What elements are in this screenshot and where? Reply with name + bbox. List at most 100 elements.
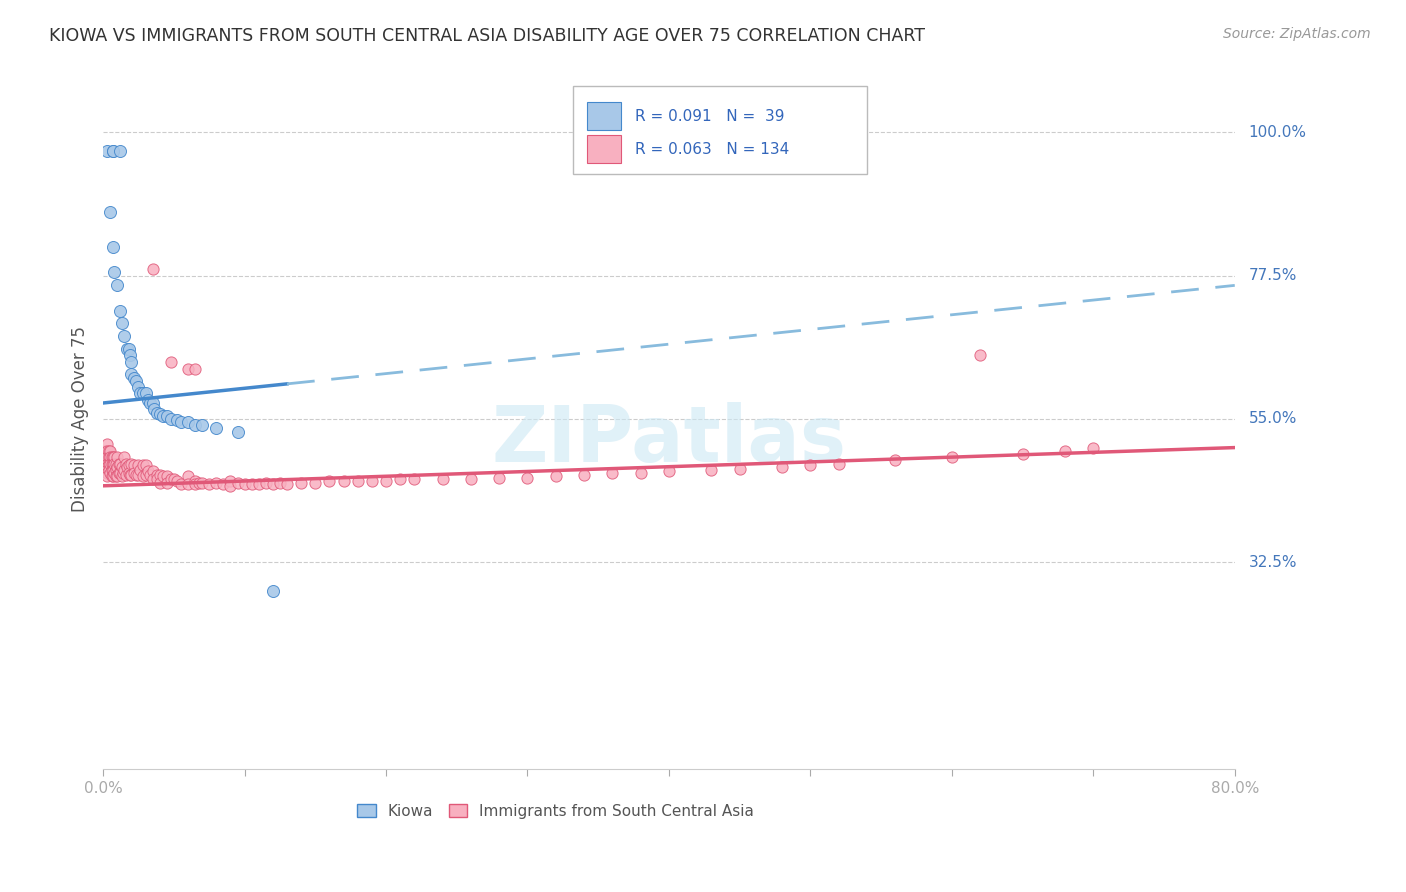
Text: 32.5%: 32.5%	[1249, 555, 1298, 570]
Point	[184, 476, 207, 491]
Point	[276, 476, 298, 491]
Point	[152, 469, 174, 483]
Point	[118, 348, 141, 362]
Point	[94, 463, 117, 477]
Point	[101, 145, 124, 159]
Point	[177, 476, 200, 491]
Point	[117, 466, 139, 480]
Point	[163, 472, 186, 486]
Point	[108, 145, 131, 159]
Point	[226, 425, 249, 439]
Point	[205, 475, 228, 490]
Point	[118, 467, 141, 482]
Point	[97, 457, 120, 471]
Text: 77.5%: 77.5%	[1249, 268, 1296, 283]
Point	[124, 467, 146, 482]
Point	[108, 303, 131, 318]
Point	[247, 476, 270, 491]
Point	[120, 368, 142, 382]
Point	[191, 475, 214, 490]
Point	[94, 450, 117, 464]
Point	[205, 421, 228, 435]
Point	[94, 443, 117, 458]
Point	[630, 466, 652, 480]
Point	[332, 475, 354, 489]
Point	[233, 476, 256, 491]
Point	[146, 472, 169, 486]
Point	[156, 409, 179, 423]
Point	[105, 469, 128, 483]
Point	[93, 443, 115, 458]
Point	[177, 362, 200, 376]
Legend: Kiowa, Immigrants from South Central Asia: Kiowa, Immigrants from South Central Asi…	[352, 797, 761, 825]
Point	[139, 467, 162, 482]
Point	[160, 472, 183, 486]
Point	[156, 469, 179, 483]
Y-axis label: Disability Age Over 75: Disability Age Over 75	[72, 326, 89, 512]
Point	[105, 459, 128, 474]
Point	[96, 443, 118, 458]
Text: 55.0%: 55.0%	[1249, 411, 1296, 426]
Point	[96, 457, 118, 471]
Point	[132, 458, 155, 472]
Point	[104, 463, 127, 477]
Point	[572, 467, 595, 482]
Point	[128, 467, 150, 482]
Text: 100.0%: 100.0%	[1249, 125, 1306, 140]
Point	[120, 457, 142, 471]
Point	[884, 453, 907, 467]
Point	[108, 466, 131, 480]
Point	[389, 472, 412, 486]
Point	[142, 464, 165, 478]
Point	[96, 463, 118, 477]
Point	[120, 354, 142, 368]
Point	[488, 470, 510, 484]
Point	[122, 458, 145, 472]
Point	[122, 466, 145, 480]
Point	[94, 459, 117, 474]
Point	[269, 475, 291, 490]
Point	[97, 443, 120, 458]
Point	[115, 342, 138, 356]
Point	[770, 459, 793, 474]
Text: R = 0.063   N = 134: R = 0.063 N = 134	[636, 142, 789, 157]
Point	[191, 418, 214, 433]
Point	[404, 472, 426, 486]
Point	[100, 463, 122, 477]
Point	[120, 467, 142, 482]
Point	[658, 464, 681, 478]
Point	[110, 459, 132, 474]
Point	[96, 450, 118, 464]
Point	[184, 362, 207, 376]
Point	[290, 475, 312, 490]
Point	[304, 475, 326, 490]
Point	[114, 467, 136, 482]
Point	[135, 467, 157, 482]
Point	[108, 457, 131, 471]
Point	[212, 476, 235, 491]
Point	[160, 354, 183, 368]
Point	[96, 145, 118, 159]
Point	[254, 475, 277, 490]
Point	[100, 469, 122, 483]
Point	[1083, 441, 1105, 455]
Point	[98, 205, 121, 219]
Point	[135, 458, 157, 472]
Point	[602, 466, 624, 480]
FancyBboxPatch shape	[572, 86, 868, 174]
Point	[1053, 443, 1076, 458]
Point	[107, 466, 129, 480]
Point	[318, 475, 340, 489]
Point	[969, 348, 991, 362]
Point	[184, 475, 207, 489]
Bar	[588, 135, 621, 163]
Point	[129, 386, 152, 401]
Text: KIOWA VS IMMIGRANTS FROM SOUTH CENTRAL ASIA DISABILITY AGE OVER 75 CORRELATION C: KIOWA VS IMMIGRANTS FROM SOUTH CENTRAL A…	[49, 27, 925, 45]
Point	[101, 469, 124, 483]
Point	[346, 475, 368, 489]
Point	[93, 450, 115, 464]
Point	[177, 415, 200, 429]
Point	[101, 240, 124, 254]
Point	[375, 475, 398, 489]
Point	[112, 329, 135, 343]
